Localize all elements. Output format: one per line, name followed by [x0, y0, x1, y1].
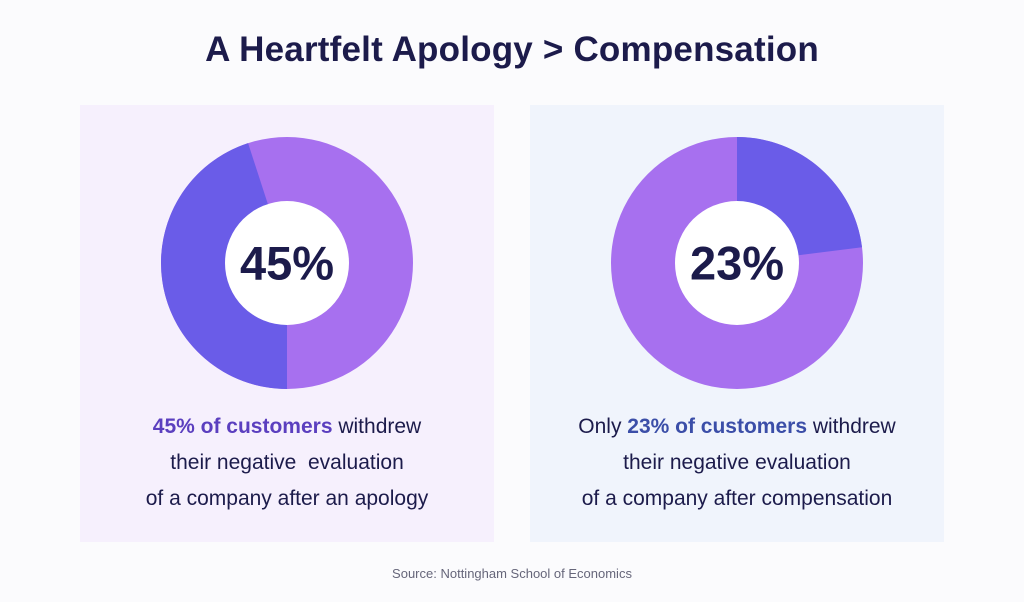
compensation-caption: Only 23% of customers withdrew their neg… — [530, 409, 944, 517]
apology-donut-slice-45 — [160, 143, 287, 389]
apology-caption-line-3: of a company after an apology — [145, 487, 429, 510]
apology-caption-line-1: 45% of customers withdrew — [80, 409, 494, 445]
compensation-donut-chart: 23% — [610, 136, 864, 390]
apology-caption-line-2: their negative evaluation — [170, 451, 404, 474]
apology-donut-center-label: 45% — [240, 237, 334, 290]
compensation-donut-center-label: 23% — [690, 237, 784, 290]
source-note: Source: Nottingham School of Economics — [392, 566, 632, 581]
apology-donut-svg: 45% — [160, 137, 413, 389]
apology-caption-highlight: 45% of customers — [152, 415, 333, 438]
apology-donut-chart: 45% — [160, 136, 414, 390]
compensation-caption-line-1: Only 23% of customers withdrew — [530, 409, 944, 445]
apology-caption: 45% of customers withdrew their negative… — [80, 409, 494, 517]
compensation-caption-prefix: Only — [578, 415, 628, 438]
page-title: A Heartfelt Apology > Compensation — [205, 30, 819, 69]
compensation-caption-line-2: their negative evaluation — [623, 451, 851, 474]
apology-donut-center — [225, 201, 349, 325]
compensation-caption-highlight: 23% of customers — [627, 415, 808, 438]
compensation-donut-center — [675, 201, 799, 325]
apology-caption-line-1-rest: withdrew — [332, 415, 422, 438]
compensation-donut-svg: 23% — [610, 137, 863, 389]
compensation-panel: 23% Only 23% of customers withdrew their… — [530, 105, 944, 542]
apology-panel: 45% 45% of customers withdrew their nega… — [80, 105, 494, 542]
compensation-caption-line-3: of a company after compensation — [581, 487, 893, 510]
compensation-caption-line-1-rest: withdrew — [807, 415, 896, 438]
